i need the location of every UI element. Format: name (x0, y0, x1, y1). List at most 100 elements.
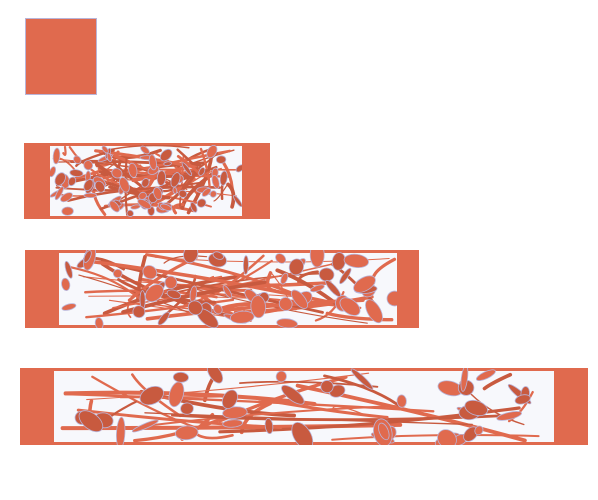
network-strand (226, 182, 236, 209)
stretch-2-left-clamp (25, 250, 59, 328)
network-strand (158, 272, 334, 298)
material-fragment (69, 169, 84, 177)
material-fragment (222, 406, 248, 419)
material-fragment (142, 265, 158, 280)
material-fragment (212, 251, 224, 260)
material-fragment (474, 425, 484, 436)
material-fragment (343, 253, 369, 269)
material-fragment (278, 297, 293, 311)
material-fragment (175, 425, 199, 441)
network-strand (507, 390, 534, 423)
network-strand (297, 270, 319, 286)
stretch-2-network (61, 250, 403, 328)
panel-stretch-1 (24, 143, 270, 219)
material-fragment (213, 304, 223, 315)
material-fragment (153, 187, 163, 200)
network-strand (69, 266, 143, 302)
material-fragment (83, 250, 92, 263)
material-fragment (52, 147, 61, 165)
material-fragment (464, 399, 488, 417)
material-fragment (206, 368, 224, 384)
network-strand (482, 372, 513, 391)
material-fragment (183, 250, 199, 264)
material-fragment (61, 206, 74, 216)
material-fragment (475, 369, 496, 382)
network-strand (265, 271, 277, 293)
stretch-1-graphic (24, 143, 270, 219)
material-fragment (163, 161, 172, 167)
stretch-2-right-clamp (397, 250, 419, 328)
material-fragment (78, 410, 104, 433)
material-fragment (140, 145, 150, 155)
material-fragment (309, 250, 325, 268)
material-fragment (353, 275, 376, 293)
material-fragment (60, 192, 73, 203)
network-strand (213, 185, 228, 202)
material-fragment (137, 198, 152, 210)
material-fragment (106, 152, 113, 163)
material-fragment (148, 154, 157, 171)
material-fragment (291, 289, 308, 309)
network-strand (325, 311, 394, 322)
material-fragment (141, 178, 150, 188)
material-fragment (198, 167, 206, 176)
material-fragment (288, 258, 304, 276)
initial-block-graphic (25, 18, 97, 95)
network-strand (323, 374, 400, 407)
material-fragment (437, 429, 457, 445)
material-fragment (280, 272, 289, 285)
network-strand (257, 397, 389, 419)
network-strand (163, 255, 208, 264)
material-fragment (132, 305, 146, 319)
material-fragment (209, 190, 217, 198)
material-fragment (54, 172, 66, 186)
material-fragment (190, 201, 198, 213)
material-fragment (201, 188, 212, 197)
material-fragment (496, 411, 522, 421)
material-fragment (460, 368, 469, 392)
material-fragment (339, 297, 361, 316)
material-fragment (119, 177, 130, 193)
material-fragment (67, 176, 77, 187)
material-fragment (145, 284, 164, 303)
material-fragment (172, 187, 178, 195)
network-strand (110, 144, 190, 151)
material-fragment (54, 186, 64, 201)
material-fragment (111, 167, 123, 179)
network-strand (331, 434, 540, 441)
material-fragment (64, 260, 73, 279)
material-fragment (215, 155, 227, 164)
material-fragment (275, 370, 287, 383)
stretch-3-graphic (20, 368, 588, 445)
material-fragment (172, 371, 189, 383)
material-fragment (156, 170, 167, 186)
network-strand (172, 202, 185, 215)
material-fragment (242, 255, 249, 275)
network-strand (62, 145, 67, 156)
material-fragment (325, 279, 341, 298)
material-fragment (264, 417, 274, 435)
panel-stretch-2 (25, 250, 419, 328)
material-fragment (139, 385, 164, 406)
material-fragment (310, 284, 325, 293)
material-fragment (181, 162, 193, 176)
material-fragment (222, 285, 233, 299)
stretch-2-graphic (25, 250, 419, 328)
material-fragment (94, 317, 104, 328)
material-fragment (116, 416, 126, 445)
material-fragment (109, 200, 120, 213)
material-fragment (206, 145, 218, 159)
material-fragment (126, 209, 134, 217)
stretch-1-left-clamp (24, 143, 50, 219)
material-fragment (159, 203, 173, 211)
material-fragment (128, 162, 138, 178)
material-fragment (157, 311, 170, 326)
material-fragment (291, 422, 314, 445)
material-fragment (61, 303, 77, 311)
network-strand (91, 375, 195, 428)
material-fragment (178, 189, 188, 198)
material-fragment (101, 145, 109, 154)
material-fragment (180, 402, 194, 415)
material-fragment (219, 170, 228, 186)
material-fragment (222, 419, 243, 428)
